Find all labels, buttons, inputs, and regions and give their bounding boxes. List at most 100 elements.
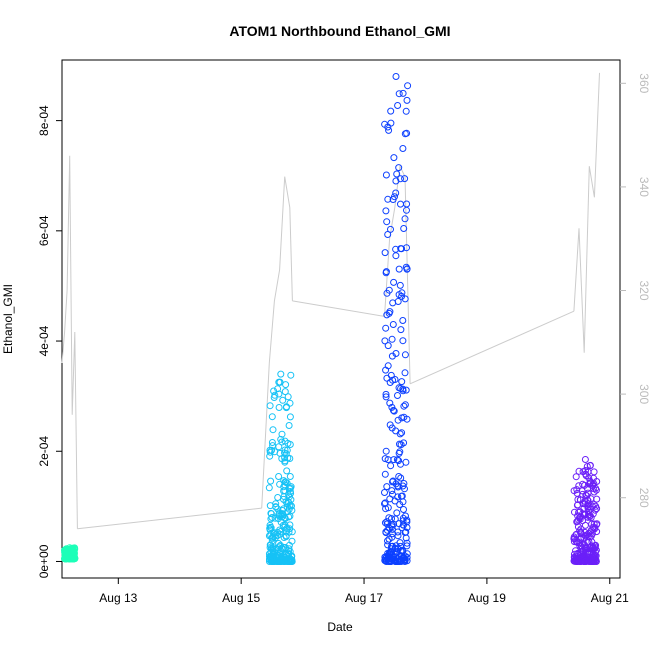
data-point: [266, 452, 274, 460]
secondary-line-segment: [261, 176, 293, 509]
data-point: [582, 491, 590, 499]
data-point: [386, 379, 394, 386]
data-point: [399, 387, 407, 395]
data-point: [381, 470, 389, 478]
data-point: [391, 193, 398, 201]
data-point: [382, 447, 390, 455]
data-point: [399, 317, 407, 324]
data-point: [396, 430, 404, 438]
data-point: [397, 175, 404, 183]
data-point: [570, 533, 578, 541]
data-point: [400, 225, 408, 232]
data-point: [381, 500, 388, 508]
data-point: [402, 458, 410, 466]
data-point: [570, 538, 578, 546]
data-point: [575, 467, 583, 475]
data-point: [381, 499, 389, 507]
data-point: [382, 207, 390, 215]
data-point: [382, 529, 390, 537]
x-tick-label: Aug 21: [591, 591, 629, 605]
data-point: [281, 481, 289, 489]
data-point: [393, 170, 401, 178]
data-point: [401, 351, 409, 359]
data-point: [275, 473, 283, 480]
data-point: [575, 482, 583, 490]
data-point: [392, 189, 400, 197]
data-point: [381, 489, 388, 496]
data-point: [62, 555, 70, 563]
data-point: [383, 483, 391, 491]
data-point: [593, 520, 601, 528]
data-point: [387, 462, 395, 470]
data-point: [403, 516, 411, 524]
data-point: [403, 206, 410, 214]
data-point: [382, 393, 390, 401]
y-tick-label: 8e-04: [37, 105, 51, 136]
data-point: [587, 532, 595, 540]
data-point: [578, 487, 586, 495]
data-point: [272, 503, 280, 511]
x-tick-label: Aug 13: [99, 591, 137, 605]
data-point: [282, 381, 290, 389]
data-point: [385, 524, 393, 532]
y2-tick-label: 300: [637, 384, 650, 404]
data-point: [266, 544, 274, 552]
data-point: [583, 463, 591, 470]
data-point: [381, 519, 389, 527]
data-point: [585, 480, 593, 488]
data-point: [280, 553, 288, 561]
data-point: [382, 268, 390, 276]
data-point: [286, 413, 294, 421]
data-point: [389, 321, 397, 328]
data-point: [394, 102, 402, 109]
secondary-line: [61, 72, 600, 530]
data-point: [283, 503, 291, 511]
data-point: [267, 557, 275, 565]
data-point: [397, 326, 405, 334]
data-point: [392, 480, 400, 488]
data-point: [387, 545, 395, 553]
data-point: [381, 120, 389, 128]
data-point: [281, 458, 289, 466]
data-point: [389, 490, 396, 498]
data-point: [390, 154, 398, 162]
data-point: [285, 513, 293, 521]
data-point-max: [66, 544, 74, 552]
data-point: [282, 533, 290, 541]
y2-tick-label: 280: [637, 488, 650, 508]
data-point: [382, 390, 390, 398]
data-point: [265, 484, 273, 492]
data-point: [391, 556, 399, 564]
data-point: [270, 530, 278, 538]
data-point: [275, 378, 283, 386]
data-point: [266, 541, 274, 549]
data-point: [397, 474, 405, 482]
data-point: [389, 525, 396, 533]
y-tick-label: 4e-04: [37, 325, 51, 356]
data-point: [281, 449, 288, 457]
data-point: [392, 245, 400, 253]
data-point: [387, 119, 395, 127]
data-point: [389, 406, 397, 414]
data-point: [268, 439, 276, 446]
data-point: [266, 402, 274, 410]
data-point: [581, 511, 589, 519]
secondary-line-segment: [61, 155, 78, 529]
data-point: [268, 555, 276, 563]
data-point: [274, 494, 282, 501]
data-point: [287, 557, 295, 565]
data-point: [577, 548, 585, 556]
data-point: [388, 335, 396, 343]
secondary-line-segment: [292, 300, 385, 317]
data-point: [395, 473, 403, 480]
data-point: [286, 399, 294, 407]
data-point: [399, 554, 407, 562]
data-point-min: [392, 558, 400, 565]
y-tick-label: 0e+00: [37, 544, 51, 578]
data-point: [393, 509, 401, 517]
data-point: [395, 457, 402, 465]
data-point: [382, 366, 390, 374]
data-point: [268, 514, 276, 521]
data-point: [388, 487, 396, 495]
